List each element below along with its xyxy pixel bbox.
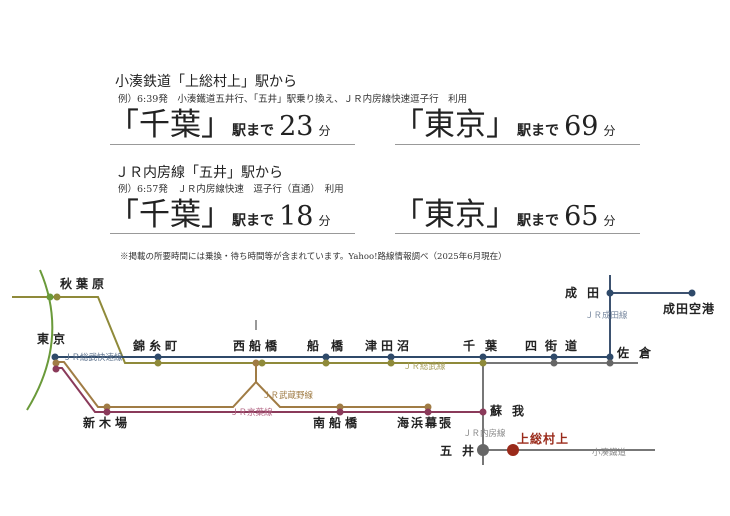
line-label-sobu-rapid: ＪＲ総武快速線 xyxy=(63,352,123,363)
station-funabashi: 船橋 xyxy=(307,338,355,353)
station-labels: 秋葉原 東京 錦糸町 西船橋 船橋 津田沼 千葉 四街道 佐倉 成田 成田空港 … xyxy=(37,276,715,458)
station-minamifunabashi: 南船橋 xyxy=(313,415,361,430)
minutes: 18 xyxy=(279,201,314,232)
station-dot xyxy=(424,403,432,411)
station-dot xyxy=(51,353,59,361)
station-yotsukaido: 四街道 xyxy=(525,338,585,353)
station-goi: 五井 xyxy=(440,443,484,458)
dest-suffix: 駅まで xyxy=(517,123,559,139)
block2-dest-chiba: 「千葉」駅まで 18 分 xyxy=(108,198,331,232)
minutes: 65 xyxy=(564,201,599,232)
station-dot xyxy=(252,359,260,367)
dest-suffix: 駅まで xyxy=(232,123,274,139)
underline xyxy=(110,144,355,145)
station-dot xyxy=(46,293,54,301)
station-dot xyxy=(606,289,614,297)
line-label-keiyo: ＪＲ京葉線 xyxy=(230,407,273,418)
station-tokyo: 東京 xyxy=(37,331,69,346)
station-kazusamurakami: 上総村上 xyxy=(517,431,569,446)
station-shinkiba: 新木場 xyxy=(83,415,131,430)
dest-name: 「東京」 xyxy=(393,107,517,143)
line-label-sobu: ＪＲ総武線 xyxy=(403,361,446,372)
station-chiba: 千葉 xyxy=(463,338,507,353)
dest-name: 「千葉」 xyxy=(108,107,232,143)
station-akihabara: 秋葉原 xyxy=(60,276,108,291)
station-dot xyxy=(479,408,487,416)
station-dot xyxy=(606,353,614,361)
station-dot xyxy=(154,359,162,367)
station-narita-airport: 成田空港 xyxy=(663,301,715,316)
dest-name: 「千葉」 xyxy=(108,197,232,233)
block2-dest-tokyo: 「東京」駅まで 65 分 xyxy=(393,198,616,232)
station-dot xyxy=(322,353,330,361)
station-dot xyxy=(103,408,111,416)
station-dot xyxy=(258,359,266,367)
underline xyxy=(395,233,640,234)
station-dot xyxy=(550,353,558,361)
station-dot xyxy=(424,408,432,416)
station-dot xyxy=(53,293,61,301)
station-dot xyxy=(688,289,696,297)
line-label-uchibo: ＪＲ内房線 xyxy=(463,428,506,439)
station-dot xyxy=(387,353,395,361)
dest-suffix: 駅まで xyxy=(517,213,559,229)
footnote: ※掲載の所要時間には乗換・待ち時間等が含まれています。Yahoo!路線情報調べ（… xyxy=(120,252,507,262)
unit: 分 xyxy=(318,124,331,138)
station-dot xyxy=(479,353,487,361)
line-yamanote xyxy=(26,269,54,411)
unit: 分 xyxy=(603,124,616,138)
station-dot xyxy=(336,408,344,416)
station-tsudanuma: 津田沼 xyxy=(365,338,413,353)
block2-example: 例）6:57発 ＪＲ内房線快速 逗子行（直通） 利用 xyxy=(118,184,344,195)
block2-heading: ＪＲ内房線「五井」駅から xyxy=(115,165,283,181)
station-dot xyxy=(550,359,558,367)
minutes: 23 xyxy=(279,111,314,142)
block1-heading: 小湊鉄道「上総村上」駅から xyxy=(115,74,297,90)
station-dot xyxy=(479,359,487,367)
line-musashino xyxy=(55,361,428,408)
station-narita: 成田 xyxy=(565,285,609,300)
line-labels: ＪＲ総武快速線 ＪＲ武蔵野線 ＪＲ京葉線 ＪＲ総武線 ＪＲ成田線 ＪＲ内房線 小… xyxy=(63,310,628,458)
station-kinshicho: 錦糸町 xyxy=(132,338,181,353)
station-sakura: 佐倉 xyxy=(616,345,661,360)
station-dot xyxy=(103,403,111,411)
station-dot xyxy=(52,365,60,373)
minutes: 69 xyxy=(564,111,599,142)
dest-name: 「東京」 xyxy=(393,197,517,233)
station-dot xyxy=(322,359,330,367)
station-dots xyxy=(46,289,696,456)
station-dot xyxy=(606,359,614,367)
station-dot-kazusamurakami xyxy=(507,444,519,456)
station-dot xyxy=(52,359,60,367)
unit: 分 xyxy=(603,214,616,228)
station-dot xyxy=(336,403,344,411)
station-dot xyxy=(154,353,162,361)
underline xyxy=(395,144,640,145)
line-label-kominato: 小湊鐵道 xyxy=(592,447,627,458)
unit: 分 xyxy=(318,214,331,228)
underline xyxy=(110,233,355,234)
station-nishifunabashi: 西船橋 xyxy=(233,338,281,353)
station-dot-goi xyxy=(477,444,489,456)
station-kaihinmakuhari: 海浜幕張 xyxy=(397,415,453,430)
station-soga: 蘇我 xyxy=(489,403,534,418)
block1-dest-tokyo: 「東京」駅まで 69 分 xyxy=(393,108,616,142)
line-label-musashino: ＪＲ武蔵野線 xyxy=(262,390,314,401)
block1-dest-chiba: 「千葉」駅まで 23 分 xyxy=(108,108,331,142)
line-label-narita: ＪＲ成田線 xyxy=(585,310,628,321)
block1-example: 例）6:39発 小湊鐵道五井行、「五井」駅乗り換え、ＪＲ内房線快速逗子行 利用 xyxy=(118,94,468,105)
dest-suffix: 駅まで xyxy=(232,213,274,229)
line-keiyo xyxy=(55,367,483,413)
station-dot xyxy=(387,359,395,367)
